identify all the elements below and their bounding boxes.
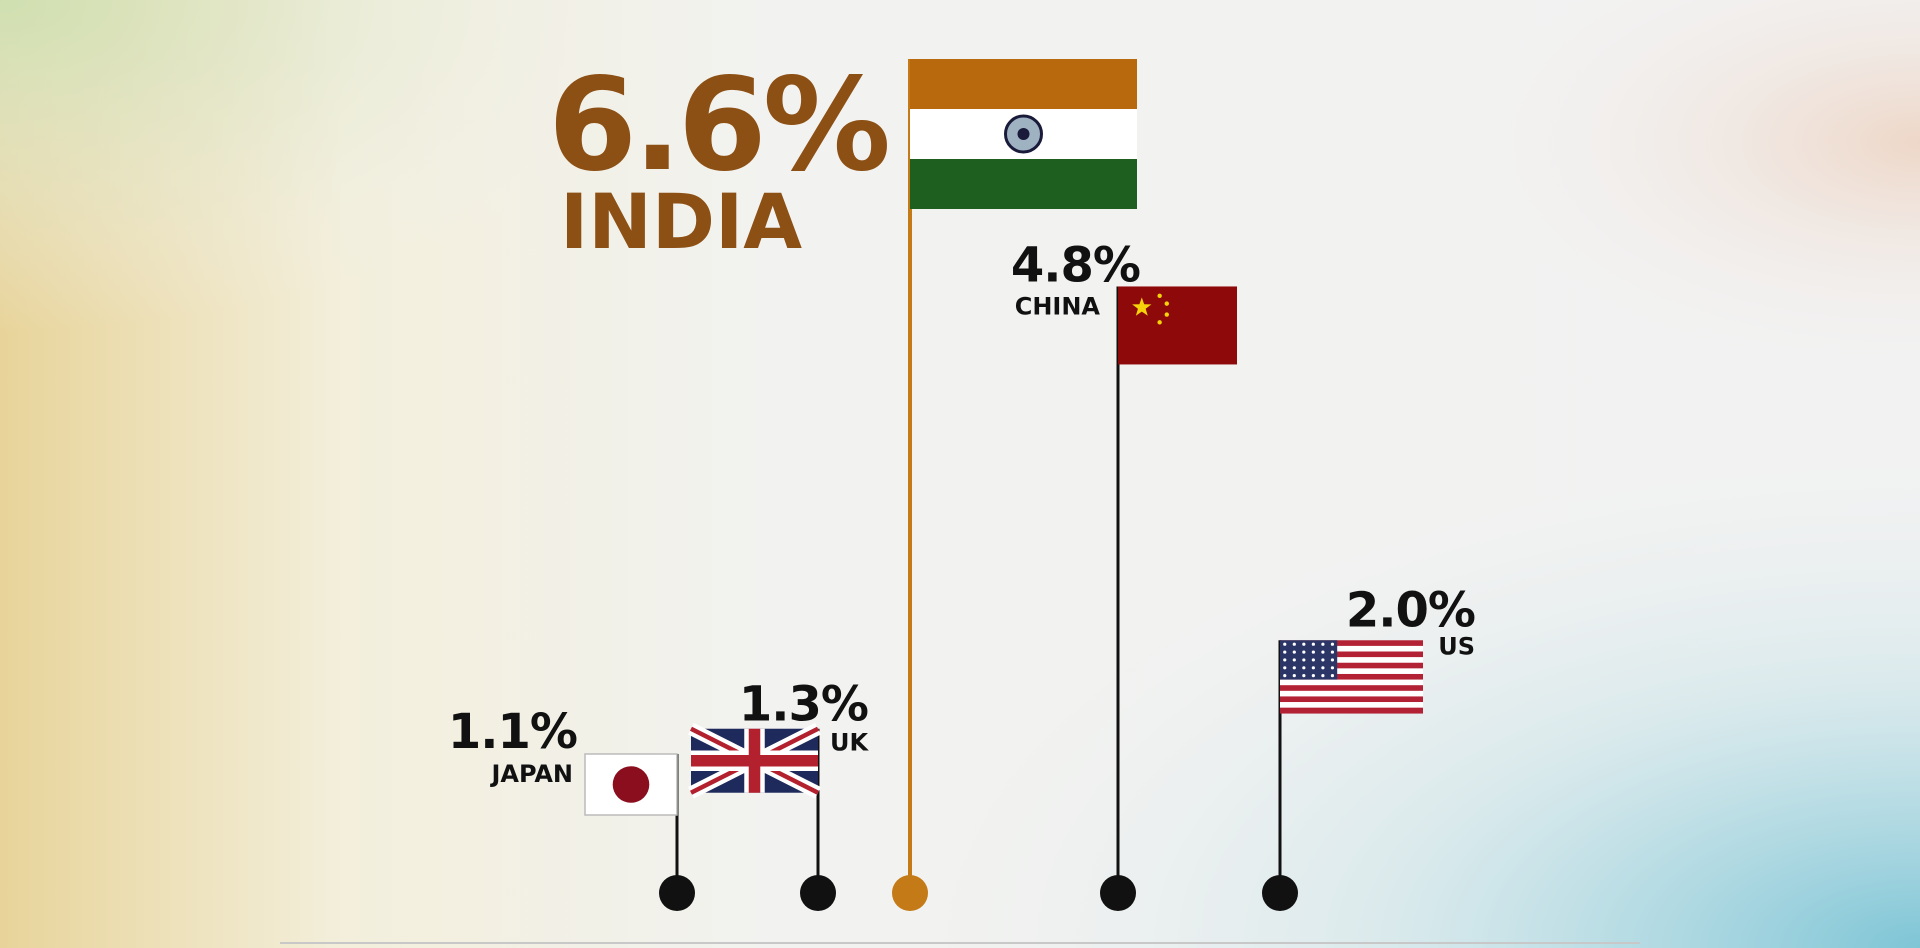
category-label: UK	[830, 729, 869, 757]
flag-star	[1292, 650, 1296, 654]
flag-stripe	[1280, 651, 1423, 658]
flag-star	[1302, 666, 1306, 670]
flag	[688, 723, 821, 799]
flag-chakra	[1017, 128, 1030, 140]
value-label: 1.3%	[739, 677, 868, 733]
category-label: US	[1438, 632, 1475, 660]
flag-stripe	[1280, 685, 1423, 692]
flag-stripe	[1280, 702, 1423, 708]
flag-star	[1311, 650, 1315, 654]
pole-base	[1100, 875, 1136, 911]
flag-canton	[1280, 640, 1338, 680]
flag-star	[1164, 312, 1169, 317]
flag-stripe	[1280, 673, 1423, 680]
flag-stripe	[1280, 679, 1423, 686]
flag-star	[1164, 301, 1169, 306]
flag-star	[1302, 642, 1306, 646]
flag-stripe	[1280, 657, 1423, 664]
flag-star	[1321, 674, 1325, 678]
flag-disc	[612, 766, 650, 803]
flag-band	[910, 59, 1137, 109]
flag-star	[1321, 642, 1325, 646]
flag-star	[1292, 674, 1296, 678]
flag	[1118, 286, 1237, 365]
flag-stripe	[1280, 696, 1423, 703]
flag-star	[1330, 674, 1335, 678]
flag-star	[1311, 642, 1315, 646]
flag-star	[1283, 650, 1287, 654]
flag-star	[1330, 650, 1335, 654]
flag-stripe	[1280, 662, 1423, 669]
flag-star	[1283, 666, 1287, 670]
value-label: 2.0%	[1346, 582, 1475, 638]
flag-star	[1292, 666, 1296, 670]
flag-stripe	[1280, 690, 1423, 697]
flag-star	[1132, 297, 1152, 316]
flag-stripe	[1280, 668, 1423, 675]
value-label: 1.1%	[448, 704, 577, 760]
flag-stripe	[1280, 640, 1423, 647]
flag-stripe	[1280, 707, 1423, 714]
value-label: 4.8%	[1011, 237, 1140, 293]
flag-star	[1330, 666, 1335, 670]
flag-star	[1330, 658, 1335, 662]
flag-star	[1292, 642, 1296, 646]
flag-star	[1157, 320, 1162, 325]
pole-base	[659, 875, 695, 911]
flag-star	[1321, 650, 1325, 654]
flag-star	[1283, 658, 1287, 662]
flag-star	[1321, 658, 1325, 662]
flag-star	[1283, 642, 1287, 646]
pole-base	[800, 875, 836, 911]
pole-base	[1262, 875, 1298, 911]
pole-base	[892, 875, 928, 911]
flag-star	[1302, 658, 1306, 662]
flag-star	[1311, 666, 1315, 670]
flag-star	[1302, 674, 1306, 678]
flag-stripe	[1280, 645, 1423, 652]
flag-star	[1311, 674, 1315, 678]
category-label: CHINA	[1015, 292, 1101, 320]
flag-star	[1321, 666, 1325, 670]
flag-star	[1292, 658, 1296, 662]
flag-star	[1283, 674, 1287, 678]
category-label: JAPAN	[489, 760, 573, 788]
flag-star	[1157, 293, 1162, 299]
value-label: 6.6%	[548, 51, 888, 200]
flag-star	[1311, 658, 1315, 662]
flag-star	[1330, 642, 1335, 646]
flag-star	[1302, 650, 1306, 654]
flag-band	[910, 159, 1137, 209]
category-label: INDIA	[560, 177, 802, 266]
flag-cross	[691, 728, 818, 793]
